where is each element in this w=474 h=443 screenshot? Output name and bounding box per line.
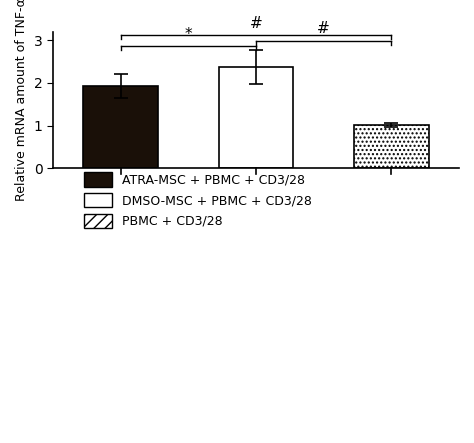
- Y-axis label: Relative mRNA amount of TNF-α: Relative mRNA amount of TNF-α: [15, 0, 28, 202]
- Legend: ATRA-MSC + PBMC + CD3/28, DMSO-MSC + PBMC + CD3/28, PBMC + CD3/28: ATRA-MSC + PBMC + CD3/28, DMSO-MSC + PBM…: [80, 167, 317, 233]
- Text: #: #: [249, 16, 262, 31]
- Text: *: *: [184, 27, 192, 42]
- Bar: [219, 67, 293, 168]
- Bar: [83, 86, 158, 168]
- Bar: [354, 125, 428, 168]
- Text: #: #: [317, 21, 330, 36]
